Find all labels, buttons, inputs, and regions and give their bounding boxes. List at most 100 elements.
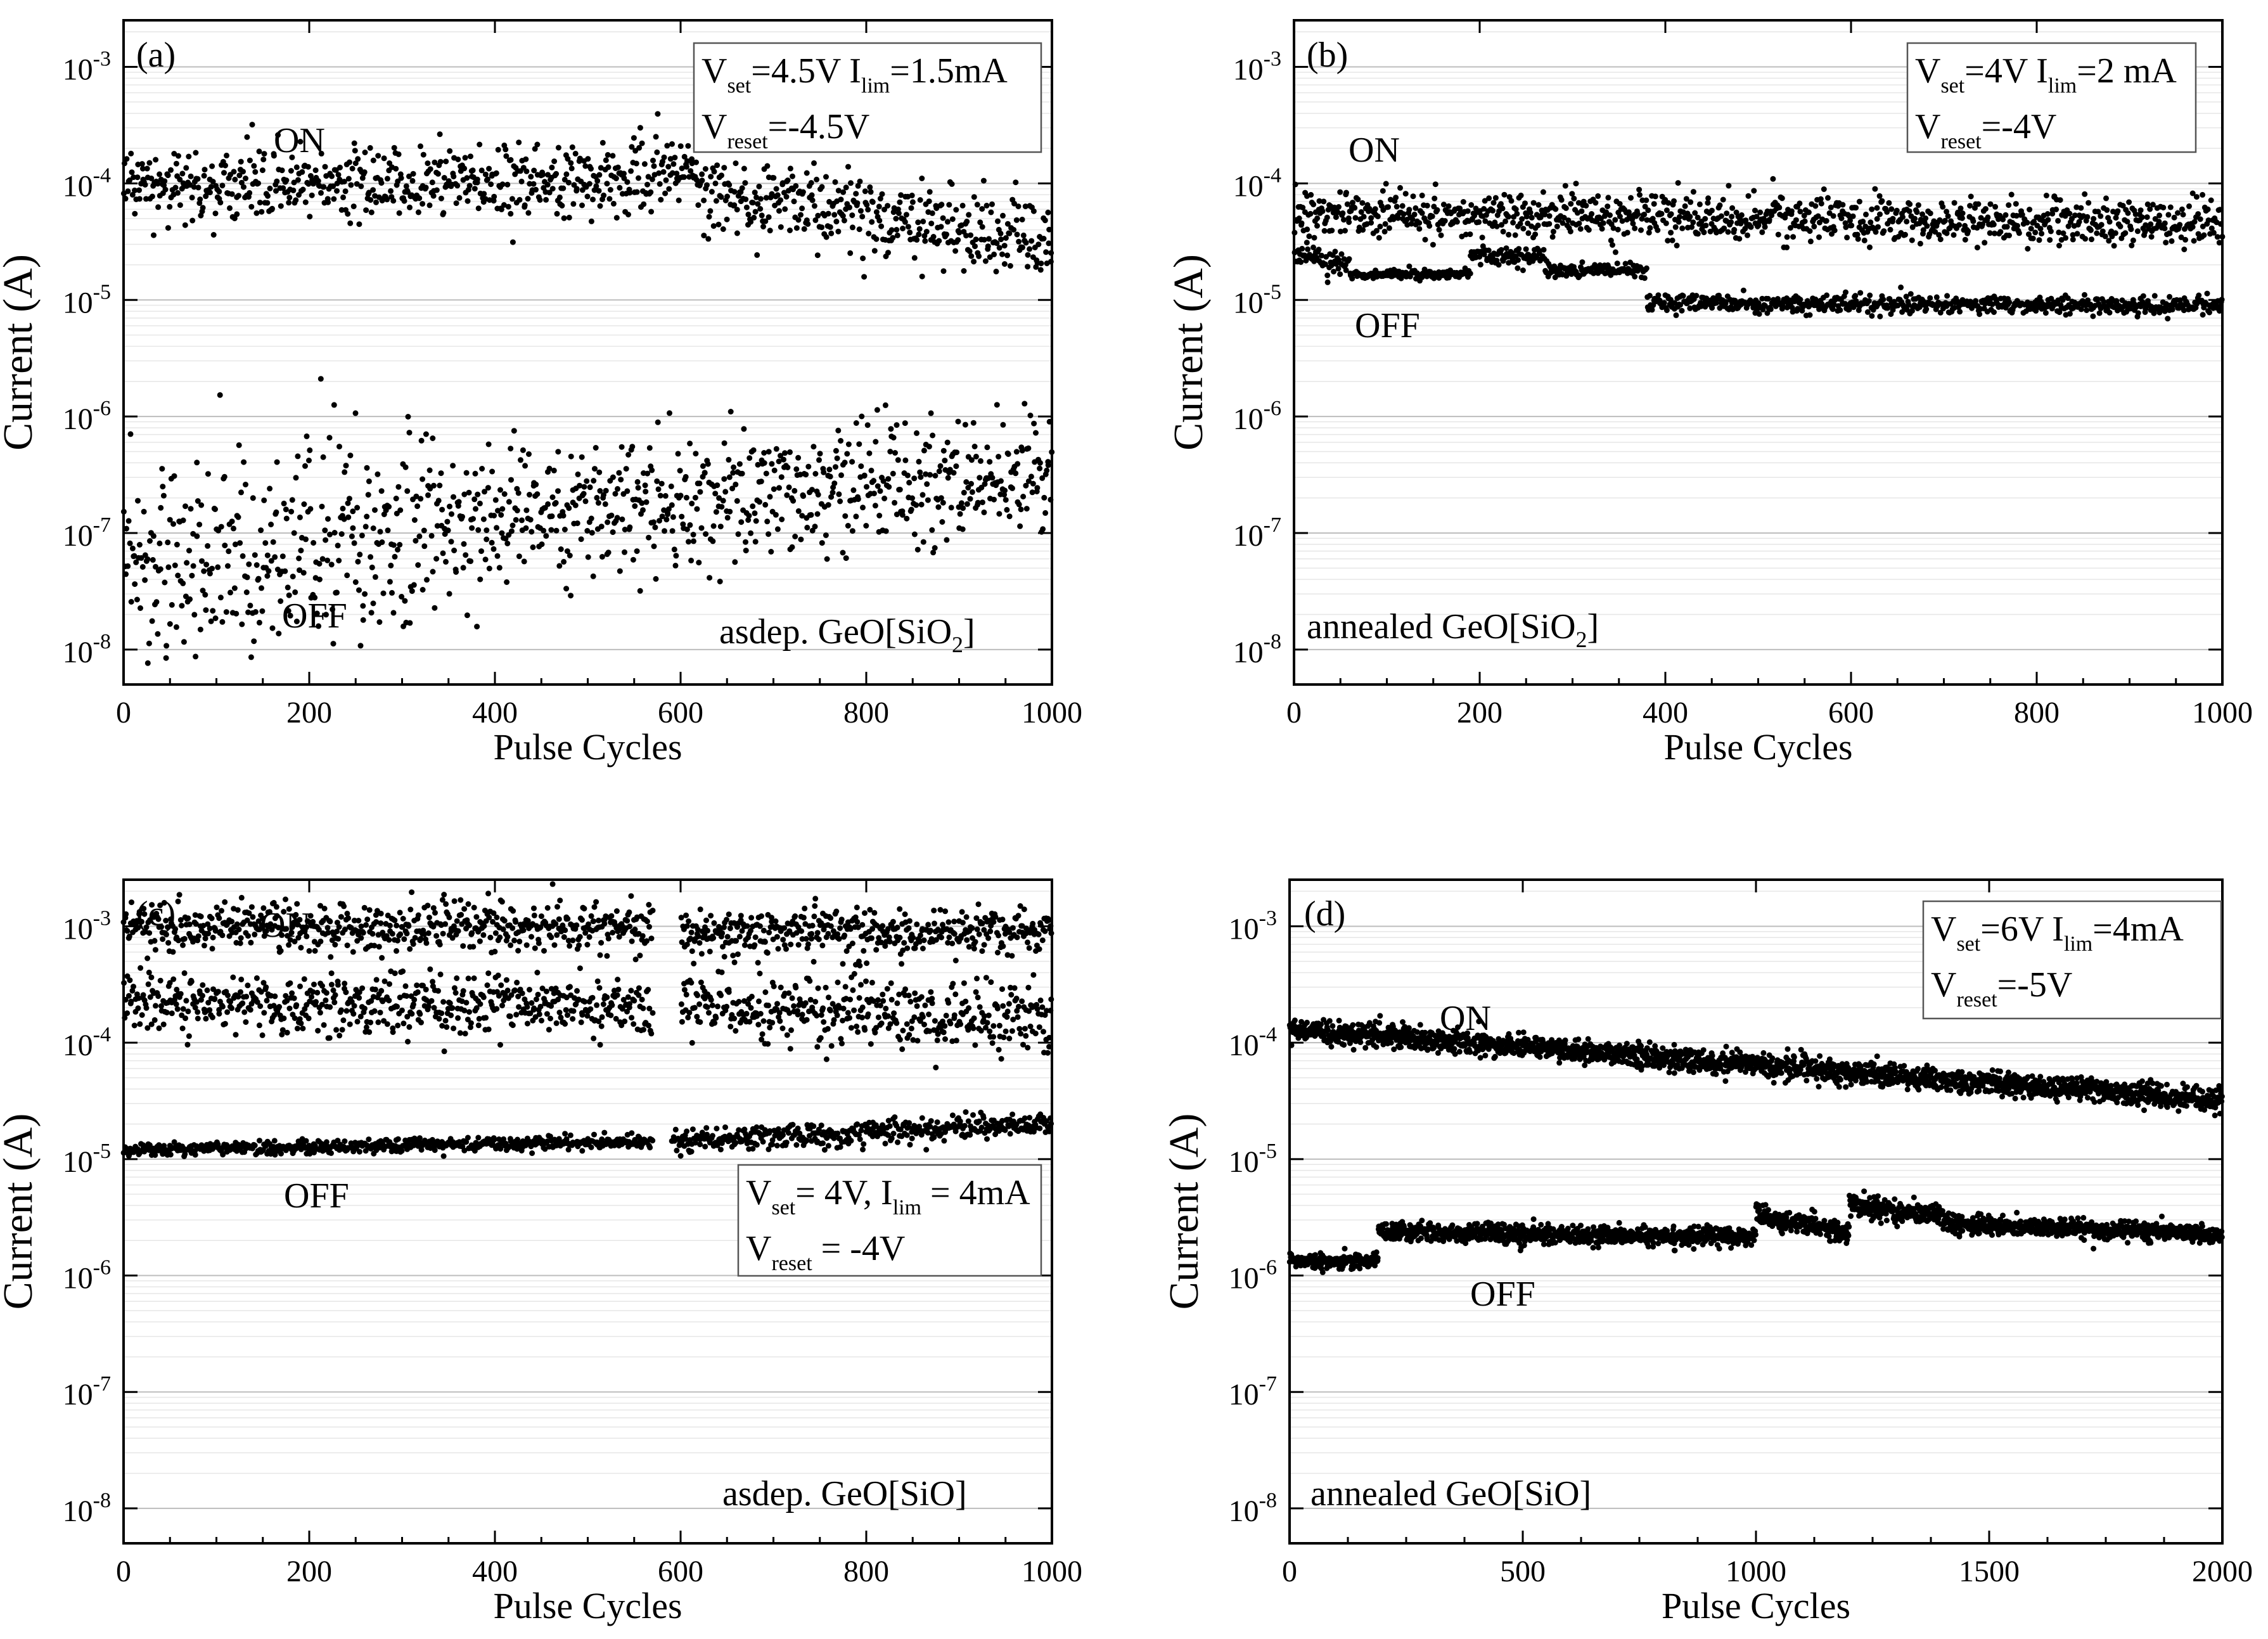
data-point-on (1013, 179, 1019, 186)
data-point-on (1718, 213, 1724, 219)
data-point-on (605, 164, 612, 170)
data-point-on (1374, 213, 1381, 219)
data-point-on (425, 903, 431, 909)
data-point-off (377, 529, 383, 535)
data-point-off (579, 454, 585, 460)
data-point-off (273, 509, 279, 515)
data-point-on (878, 223, 885, 229)
data-point-on (639, 140, 645, 146)
data-point-on (1300, 205, 1306, 210)
data-point-off (938, 495, 944, 501)
data-point-on (591, 904, 598, 910)
data-point-off (763, 470, 769, 477)
data-point-on (734, 230, 740, 236)
data-point-on (1380, 207, 1387, 213)
data-point-on (2103, 195, 2109, 202)
data-point-off (991, 496, 997, 503)
data-point-on (734, 207, 740, 213)
data-point-on (279, 167, 285, 174)
data-point-on (607, 187, 613, 193)
data-point-on (162, 186, 169, 193)
data-point-off (1643, 265, 1650, 271)
data-point-on (2214, 234, 2220, 240)
data-point-on (516, 139, 522, 146)
data-point-off (721, 440, 727, 446)
data-point-on (510, 908, 516, 914)
data-point-on (162, 178, 168, 184)
data-point-off (319, 556, 326, 562)
data-point-off (858, 463, 864, 470)
data-point-on (1440, 202, 1447, 208)
data-point-on (847, 250, 854, 256)
data-point-off (1037, 465, 1043, 472)
data-point-on (535, 940, 542, 946)
series-off (1291, 240, 2225, 322)
data-point-on (604, 953, 610, 959)
data-point-off (1343, 267, 1349, 273)
data-point-off (541, 527, 547, 534)
data-point-off (245, 609, 252, 615)
data-point-off (231, 585, 238, 591)
data-point-off (926, 444, 932, 450)
data-point-off (1016, 501, 1022, 508)
data-point-off (592, 466, 598, 472)
data-point-on (528, 174, 534, 180)
data-point-on (1502, 218, 1508, 224)
data-point-on (1321, 228, 1328, 234)
data-point-on (608, 913, 615, 919)
data-point-off (842, 513, 849, 519)
data-point-off (247, 602, 253, 608)
data-point-off (514, 508, 520, 513)
data-point-off (304, 433, 310, 439)
data-point-on (555, 145, 561, 151)
data-point-on (689, 156, 695, 162)
data-point-on (173, 160, 179, 167)
data-point-on (561, 215, 567, 221)
data-point-on (309, 192, 315, 198)
data-point-on (1690, 219, 1696, 226)
data-point-on (379, 954, 385, 961)
data-point-off (1028, 473, 1034, 480)
data-point-on (1519, 216, 1525, 222)
data-point-off (302, 463, 308, 469)
data-point-on (1869, 206, 1875, 212)
data-point-on (1890, 215, 1896, 222)
data-point-on (491, 193, 497, 200)
data-point-off (677, 468, 683, 474)
data-point-on (814, 252, 821, 259)
data-point-on (644, 918, 650, 925)
data-point-on (961, 268, 967, 274)
data-point-off (698, 525, 705, 531)
data-point-on (188, 979, 195, 985)
data-point-on (783, 194, 790, 200)
data-point-off (973, 453, 979, 460)
data-point-off (253, 562, 260, 568)
data-point-on (701, 197, 707, 203)
data-point-off (834, 455, 840, 461)
data-point-off (239, 621, 245, 627)
data-point-on (2030, 235, 2036, 241)
data-point-on (1956, 222, 1963, 228)
data-point-off (160, 484, 166, 490)
data-point-off (262, 540, 269, 546)
data-point-on (237, 940, 243, 946)
data-point-on (1909, 237, 1915, 243)
data-point-on (1980, 221, 1986, 228)
data-point-on (1528, 214, 1535, 221)
data-point-on (470, 944, 477, 950)
data-point-off (717, 579, 723, 584)
data-point-on (1476, 219, 1482, 225)
data-point-on (1856, 198, 1862, 205)
data-point-on (393, 165, 399, 172)
data-point-on (209, 163, 215, 169)
data-point-off (817, 451, 823, 457)
data-point-off (501, 491, 508, 497)
data-point-off (217, 392, 223, 398)
data-point-on (808, 180, 814, 186)
data-point-off (766, 531, 772, 537)
x-tick-label: 1000 (2192, 696, 2253, 730)
data-point-off (727, 409, 734, 415)
data-point-off (349, 533, 355, 539)
data-point-on (1007, 263, 1013, 269)
data-point-on (710, 223, 717, 229)
